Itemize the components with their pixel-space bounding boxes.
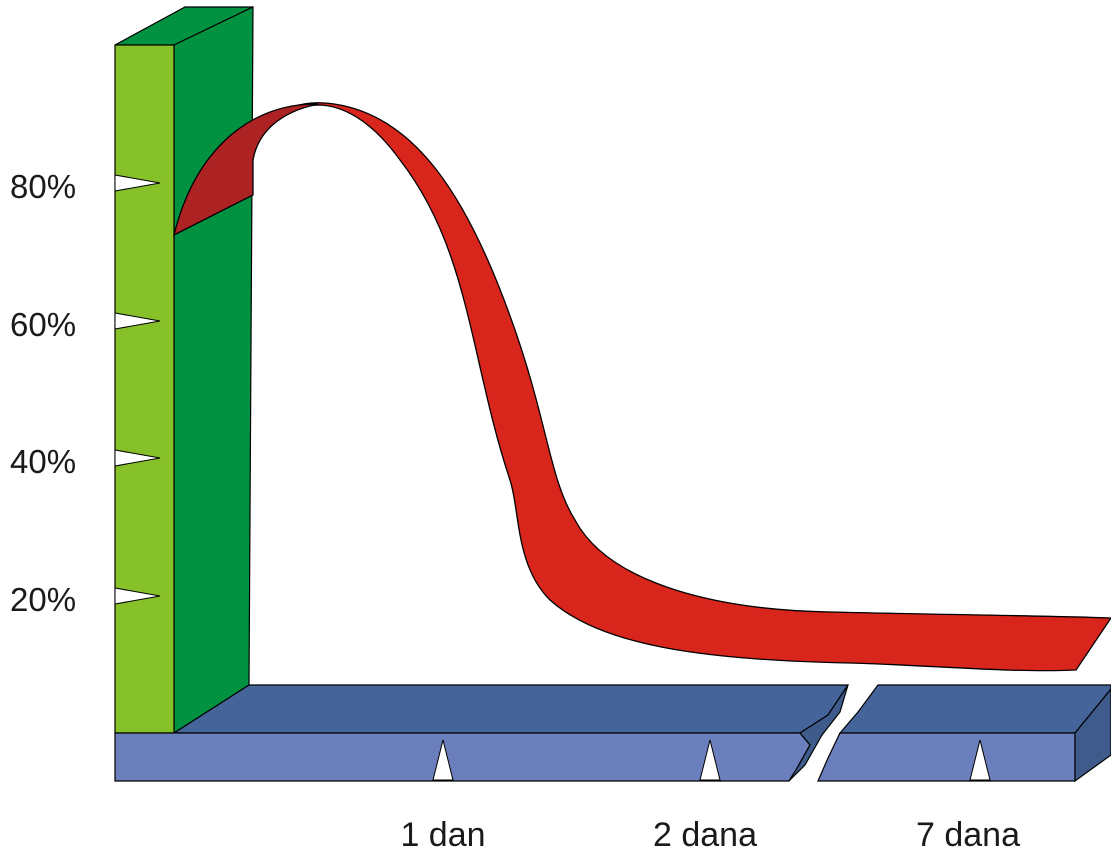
y-axis-front-face xyxy=(114,44,175,734)
x-tick-marker-7-dana xyxy=(969,739,991,781)
x-tick-label-2-dana: 2 dana xyxy=(653,816,757,854)
x-axis-front-face-right xyxy=(817,732,1076,782)
y-tick-label-40: 40% xyxy=(10,443,76,480)
x-axis-right-segment xyxy=(817,684,1111,783)
x-tick-markers xyxy=(432,739,991,781)
retention-curve xyxy=(173,102,1111,672)
y-axis-side-face xyxy=(173,6,254,735)
x-axis-end-face-right xyxy=(1074,688,1111,783)
y-tick-marker-20 xyxy=(114,587,161,605)
x-tick-label-1-dan: 1 dan xyxy=(400,816,485,854)
x-axis-break-edge-left xyxy=(788,684,849,782)
y-tick-label-60: 60% xyxy=(10,306,76,343)
y-tick-labels: 80% 60% 40% 20% xyxy=(10,168,76,618)
x-tick-marker-2-dana xyxy=(699,739,721,781)
x-tick-marker-1-dan xyxy=(432,739,454,781)
x-axis-left-segment xyxy=(114,684,850,782)
x-tick-label-7-dana: 7 dana xyxy=(916,816,1020,854)
y-axis xyxy=(114,6,254,735)
y-tick-marker-40 xyxy=(114,449,161,467)
x-axis-top-face-left xyxy=(171,684,850,734)
retention-ribbon xyxy=(252,102,1111,672)
y-tick-marker-80 xyxy=(114,174,161,192)
y-tick-markers xyxy=(114,174,161,605)
y-tick-label-80: 80% xyxy=(10,168,76,205)
retention-ribbon-underside xyxy=(173,103,319,237)
x-tick-labels: 1 dan 2 dana 7 dana xyxy=(400,816,1020,854)
y-tick-label-20: 20% xyxy=(10,581,76,618)
y-tick-marker-60 xyxy=(114,312,161,330)
x-axis-top-face-right xyxy=(838,684,1111,734)
